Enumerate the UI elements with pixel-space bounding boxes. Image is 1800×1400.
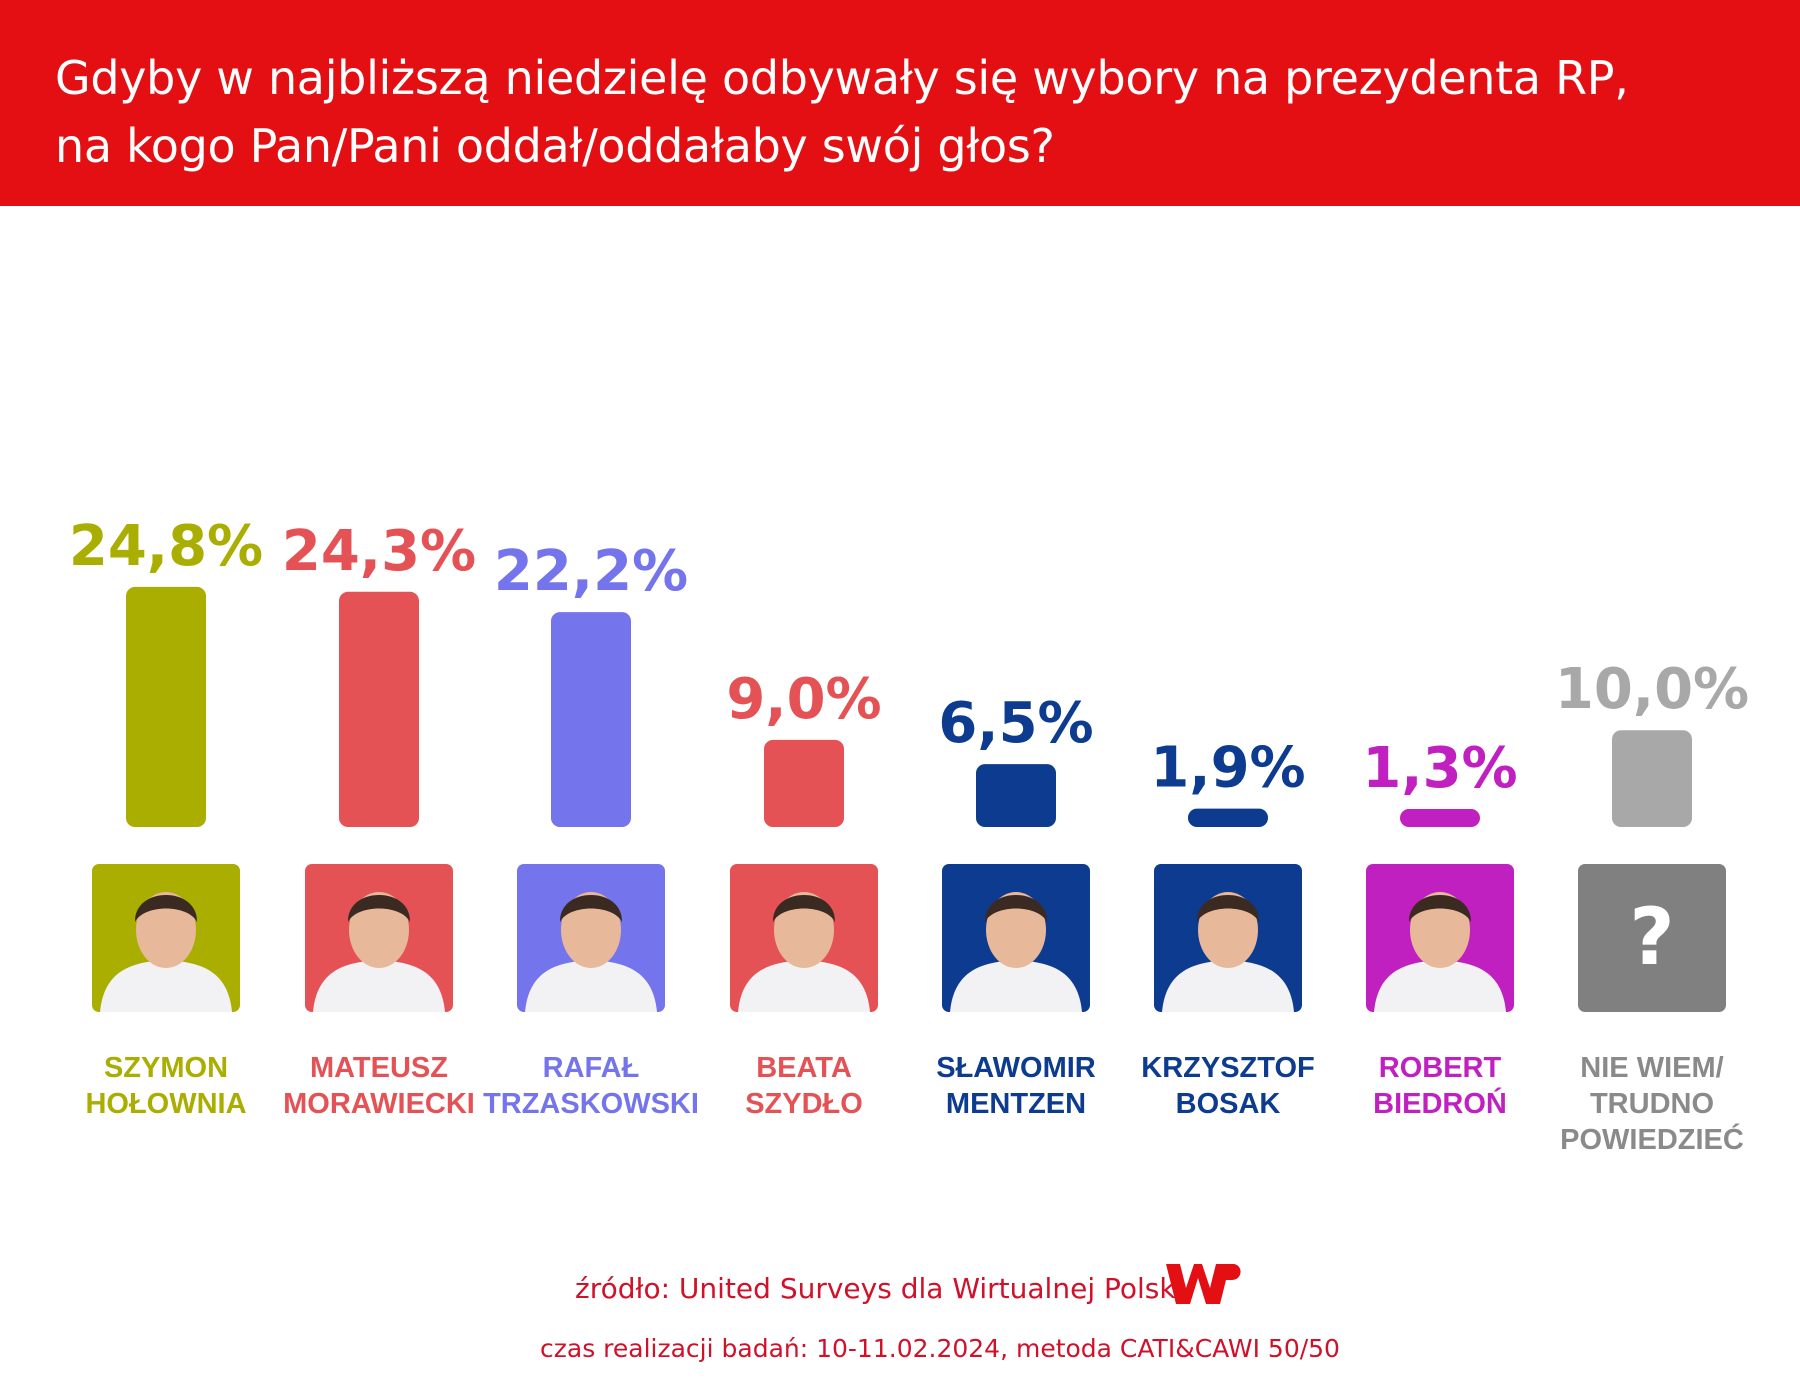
- name-label-4-1: MENTZEN: [946, 1088, 1086, 1120]
- name-label-3-0: BEATA: [756, 1052, 852, 1084]
- value-label-7: 10,0%: [1555, 657, 1749, 722]
- page-title: Gdyby w najbliższą niedzielę odbywały si…: [55, 44, 1755, 180]
- name-label-2-0: RAFAŁ: [543, 1052, 640, 1084]
- portrait-hair-6: [1408, 895, 1472, 922]
- value-label-0: 24,8%: [69, 514, 263, 579]
- portrait-hair-1: [347, 895, 411, 922]
- portrait-hair-0: [134, 895, 198, 922]
- portrait-shirt-2: [525, 960, 657, 1012]
- portrait-face-4: [986, 892, 1046, 968]
- name-label-4-0: SŁAWOMIR: [936, 1052, 1096, 1084]
- portrait-shirt-0: [100, 960, 232, 1012]
- bar-5: [1188, 808, 1268, 827]
- value-label-5: 1,9%: [1150, 736, 1305, 801]
- name-label-6-1: BIEDROŃ: [1373, 1086, 1507, 1120]
- name-label-3-1: SZYDŁO: [745, 1088, 863, 1120]
- bar-6: [1400, 809, 1480, 827]
- portrait-shirt-6: [1374, 960, 1506, 1012]
- question-mark-icon: ?: [1629, 893, 1674, 983]
- name-label-6-0: ROBERT: [1379, 1052, 1502, 1084]
- title-line-1: Gdyby w najbliższą niedzielę odbywały si…: [55, 51, 1629, 105]
- bar-7: [1612, 730, 1692, 827]
- wp-logo-icon: [1166, 1264, 1241, 1304]
- name-label-1-0: MATEUSZ: [310, 1052, 448, 1084]
- portrait-shirt-4: [950, 960, 1082, 1012]
- value-label-2: 22,2%: [494, 539, 688, 604]
- portrait-face-1: [349, 892, 409, 968]
- bar-1: [339, 591, 419, 827]
- name-label-0-1: HOŁOWNIA: [85, 1088, 246, 1120]
- portrait-shirt-1: [313, 960, 445, 1012]
- name-label-5-0: KRZYSZTOF: [1141, 1052, 1314, 1084]
- name-label-1-1: MORAWIECKI: [283, 1088, 475, 1120]
- value-label-3: 9,0%: [726, 667, 881, 732]
- bar-3: [764, 739, 844, 827]
- name-label-7-0: NIE WIEM/: [1580, 1052, 1723, 1084]
- portrait-hair-5: [1196, 895, 1260, 922]
- portrait-face-6: [1410, 892, 1470, 968]
- portrait-shirt-3: [738, 960, 870, 1012]
- date-method-text: czas realizacji badań: 10-11.02.2024, me…: [540, 1334, 1340, 1363]
- name-label-0-0: SZYMON: [104, 1052, 228, 1084]
- bar-4: [976, 764, 1056, 827]
- portrait-hair-3: [772, 895, 836, 922]
- bar-2: [551, 612, 631, 827]
- source-text: źródło: United Surveys dla Wirtualnej Po…: [575, 1272, 1184, 1305]
- portrait-face-0: [136, 892, 196, 968]
- header-banner: Gdyby w najbliższą niedzielę odbywały si…: [0, 0, 1800, 206]
- title-line-2: na kogo Pan/Pani oddał/oddałaby swój gło…: [55, 119, 1055, 173]
- value-label-4: 6,5%: [938, 691, 1093, 756]
- name-label-7-1: TRUDNO: [1590, 1088, 1714, 1120]
- name-label-2-1: TRZASKOWSKI: [483, 1088, 699, 1120]
- name-label-5-1: BOSAK: [1176, 1088, 1281, 1120]
- portrait-face-5: [1198, 892, 1258, 968]
- portrait-tile-7: [1578, 864, 1726, 1012]
- portrait-hair-4: [984, 895, 1048, 922]
- value-label-1: 24,3%: [282, 519, 476, 584]
- value-label-6: 1,3%: [1362, 736, 1517, 801]
- portrait-face-3: [774, 892, 834, 968]
- name-label-7-2: POWIEDZIEĆ: [1560, 1122, 1744, 1156]
- portrait-shirt-5: [1162, 960, 1294, 1012]
- bar-0: [126, 586, 206, 827]
- portrait-hair-2: [559, 895, 623, 922]
- bar-chart: 24,8% SZYMON HOŁOWNIA 24,3% MATEUSZ MORAWIECK…: [69, 514, 1749, 1156]
- portrait-face-2: [561, 892, 621, 968]
